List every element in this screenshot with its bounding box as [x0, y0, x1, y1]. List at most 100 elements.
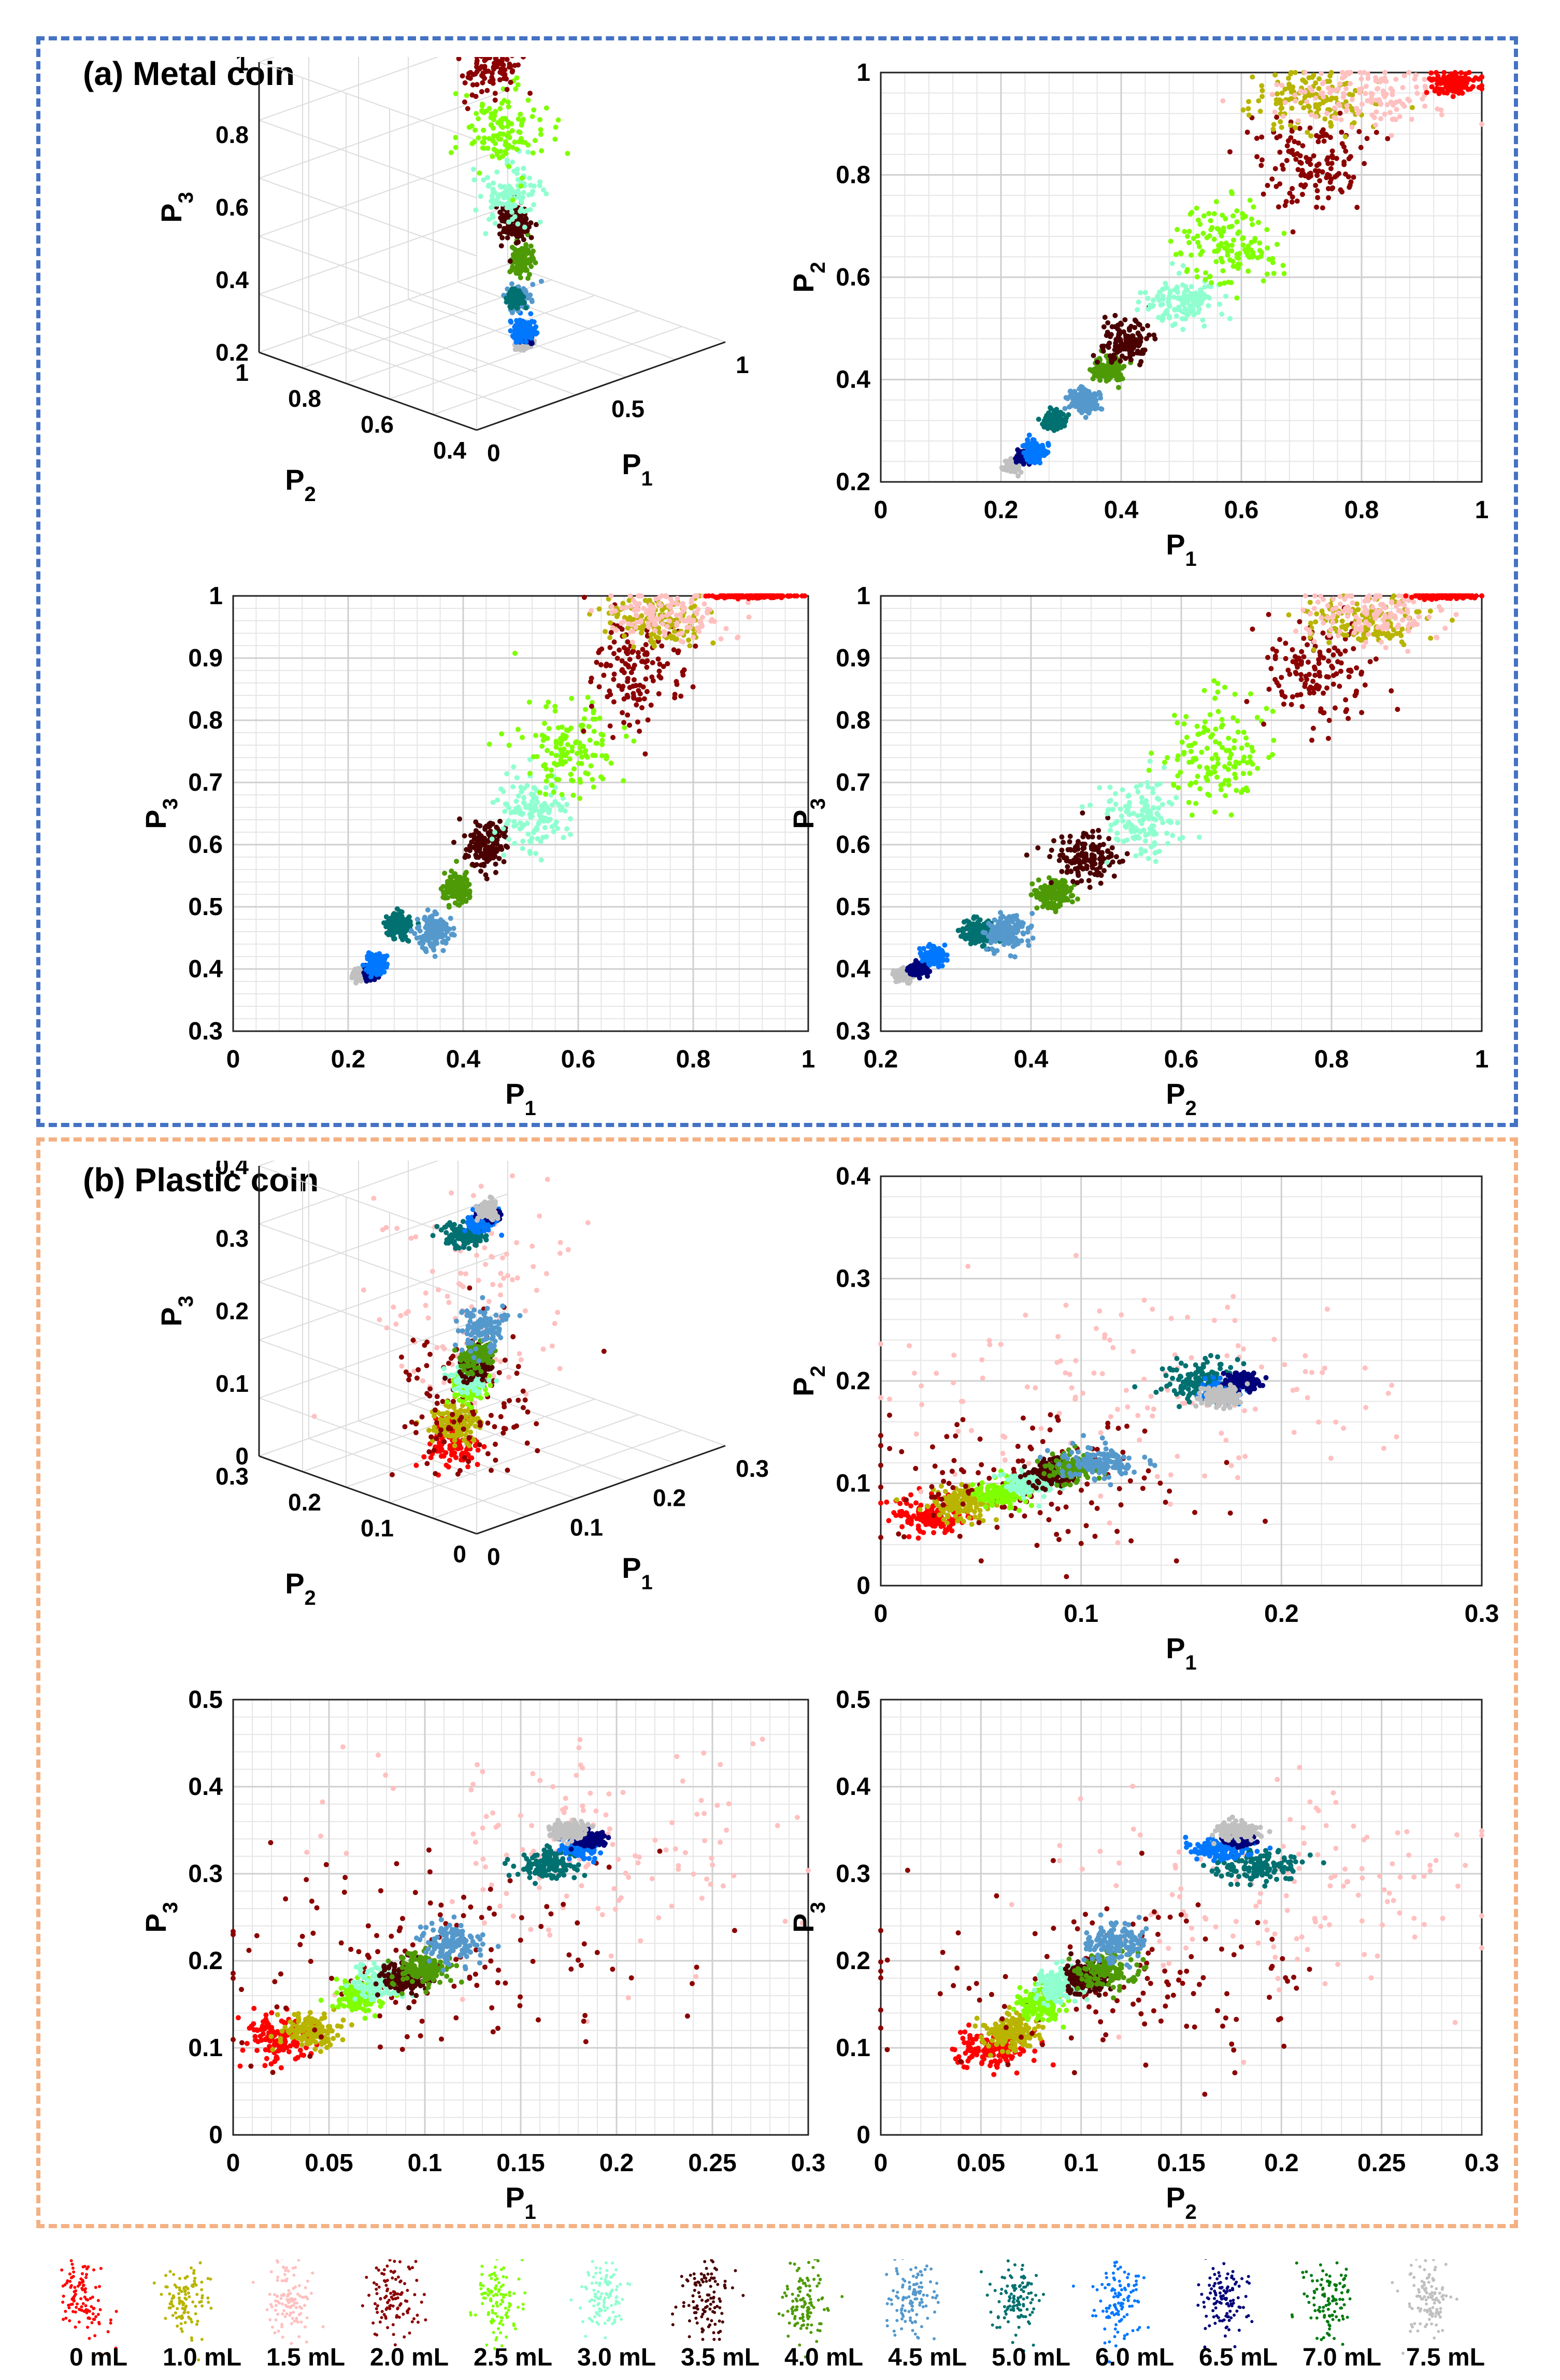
wall-grid — [259, 264, 508, 353]
data-point — [1279, 90, 1285, 96]
data-point — [1194, 267, 1199, 273]
data-point — [594, 660, 599, 665]
data-point — [1321, 79, 1326, 85]
data-point — [1337, 103, 1342, 108]
data-point — [596, 650, 602, 655]
data-point — [1409, 105, 1415, 110]
data-point — [524, 783, 530, 789]
data-point — [565, 742, 570, 747]
data-point — [525, 97, 531, 103]
data-point — [1274, 241, 1280, 247]
data-point — [1319, 70, 1324, 76]
data-point — [452, 879, 458, 885]
data-point — [1246, 112, 1252, 118]
data-point — [378, 971, 383, 977]
data-point — [1334, 155, 1339, 161]
data-point — [453, 91, 459, 96]
data-point — [531, 183, 537, 189]
data-point — [426, 934, 432, 939]
data-point — [543, 834, 549, 839]
data-point — [528, 220, 534, 226]
data-point — [1276, 204, 1281, 210]
data-point — [491, 125, 496, 131]
data-point — [466, 70, 472, 76]
data-point — [1091, 398, 1097, 404]
cluster-6-0-mL — [1020, 432, 1051, 466]
data-point — [1307, 156, 1313, 162]
data-point — [634, 702, 639, 708]
data-point — [553, 753, 559, 759]
data-point — [577, 795, 583, 801]
data-point — [648, 702, 654, 708]
data-point — [546, 700, 551, 705]
data-point — [1119, 353, 1125, 359]
data-point — [1201, 213, 1207, 219]
data-point — [512, 650, 518, 656]
data-point — [516, 793, 521, 799]
data-point — [1018, 469, 1024, 475]
x-tick-label: 1 — [1475, 496, 1489, 524]
data-point — [1133, 318, 1139, 324]
data-point — [1286, 148, 1292, 154]
data-point — [1451, 73, 1456, 78]
data-point — [1240, 242, 1246, 248]
data-point — [1236, 261, 1241, 267]
data-point — [1167, 315, 1172, 321]
data-point — [637, 691, 643, 696]
data-point — [1313, 102, 1319, 108]
data-point — [1167, 293, 1172, 299]
data-point — [590, 752, 596, 758]
data-point — [1444, 75, 1450, 81]
data-point — [578, 779, 583, 785]
data-point — [471, 177, 477, 183]
data-point — [503, 139, 509, 145]
data-point — [1412, 76, 1418, 82]
data-point — [552, 136, 558, 142]
floor-grid — [346, 295, 595, 384]
data-point — [552, 708, 558, 714]
data-point — [1011, 467, 1017, 473]
data-point — [671, 647, 677, 652]
data-point — [1078, 393, 1084, 399]
y-tick-label: 0.4 — [188, 956, 223, 983]
data-point — [527, 771, 533, 776]
data-point — [531, 202, 537, 207]
data-point — [1118, 337, 1123, 343]
data-point — [1306, 75, 1312, 81]
data-point — [1330, 185, 1336, 191]
data-point — [564, 727, 569, 733]
data-point — [510, 291, 516, 297]
data-point — [483, 231, 489, 236]
data-point — [1280, 113, 1286, 119]
y-tick-label: 1 — [235, 359, 249, 386]
data-point — [523, 216, 529, 222]
data-point — [1435, 79, 1441, 84]
data-point — [1298, 88, 1304, 94]
data-point — [1400, 85, 1406, 91]
data-point — [505, 146, 510, 151]
data-point — [1180, 326, 1186, 332]
data-point — [474, 82, 480, 88]
data-point — [625, 639, 631, 645]
data-point — [1296, 140, 1301, 146]
data-point — [1445, 88, 1451, 93]
data-point — [1274, 82, 1280, 88]
data-point — [1343, 108, 1349, 113]
data-point — [1227, 149, 1233, 154]
data-point — [516, 327, 522, 333]
data-point — [512, 840, 518, 846]
data-point — [1329, 148, 1335, 154]
data-point — [484, 88, 490, 93]
x-tick-label: 0.8 — [1344, 496, 1379, 524]
data-point — [1272, 166, 1278, 172]
y-tick-label: 0.8 — [288, 385, 321, 412]
wall-grid — [259, 294, 477, 373]
data-point — [1259, 157, 1265, 163]
data-point — [492, 140, 498, 146]
data-point — [581, 716, 587, 722]
data-point — [517, 130, 523, 135]
data-point — [1184, 267, 1190, 273]
data-point — [1272, 109, 1278, 115]
data-point — [504, 87, 510, 92]
data-point — [1182, 229, 1187, 234]
